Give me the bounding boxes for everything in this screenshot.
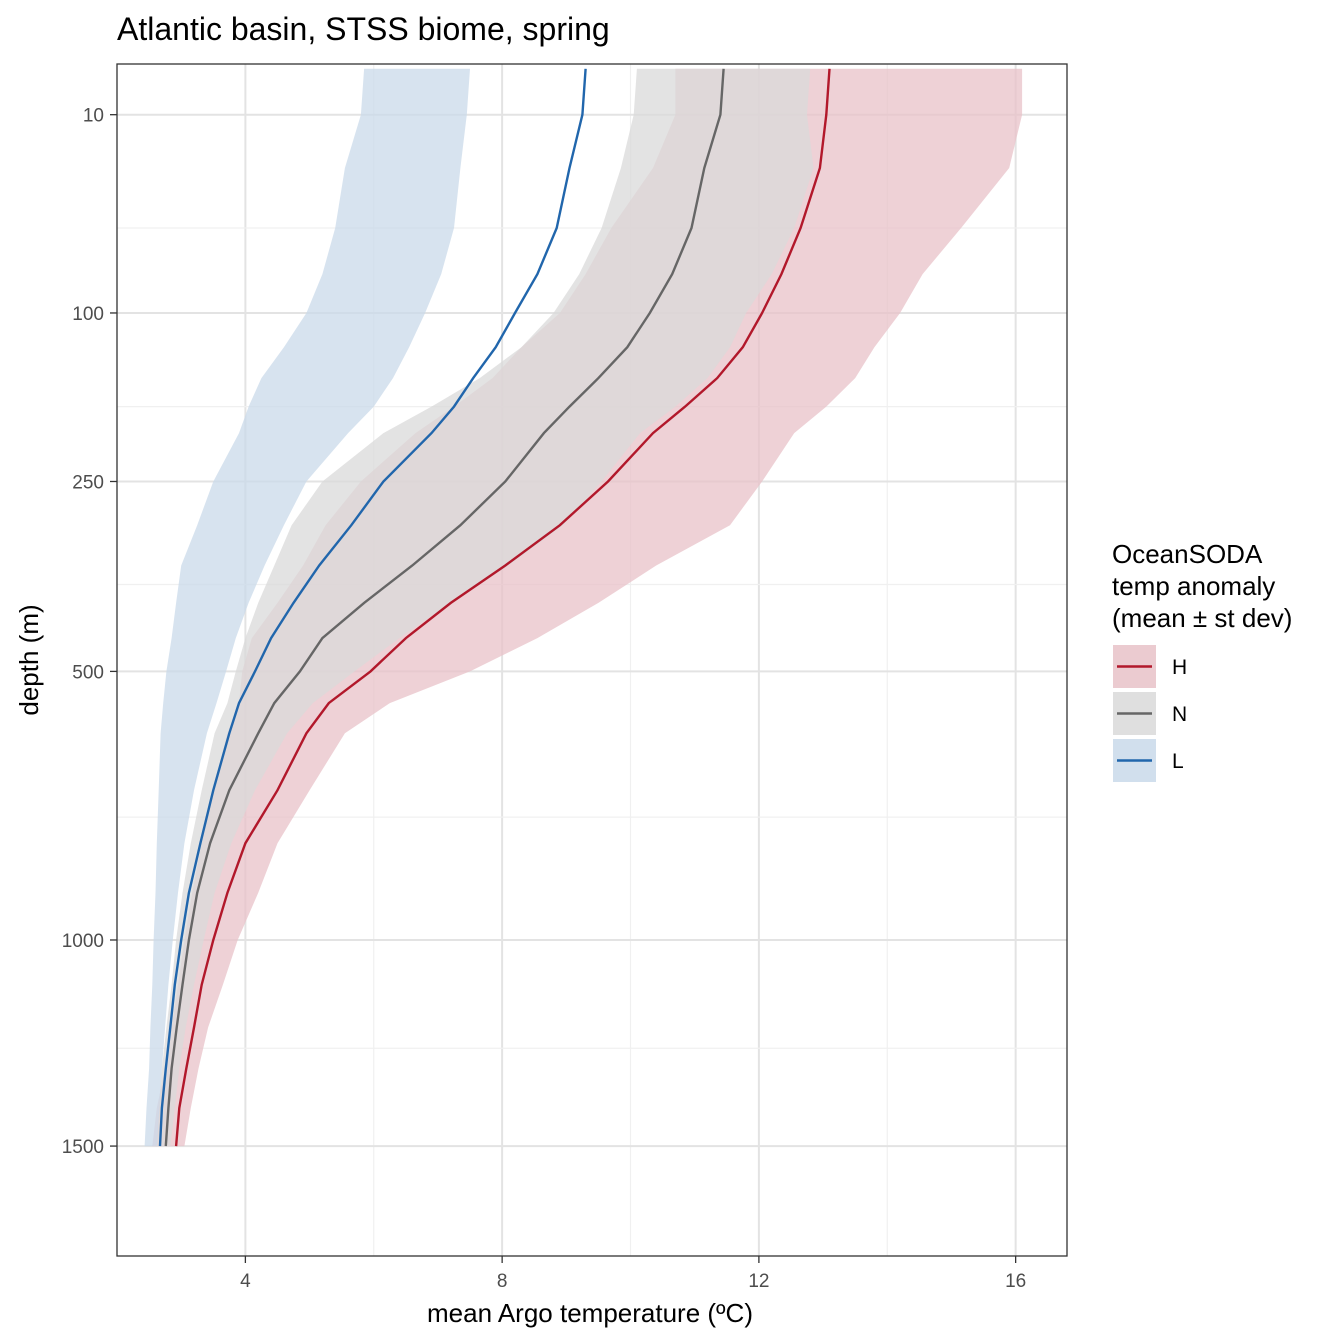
ribbon-L bbox=[144, 68, 470, 1147]
mean-line-N bbox=[164, 68, 725, 1147]
x-tick-label: 12 bbox=[748, 1271, 769, 1292]
mean-line-L bbox=[158, 68, 587, 1147]
ribbon-H bbox=[152, 68, 1023, 1147]
panel-border bbox=[116, 63, 1068, 1257]
x-tick-label: 8 bbox=[497, 1271, 508, 1292]
legend-label-L: L bbox=[1172, 750, 1184, 773]
y-tick-label: 1000 bbox=[62, 931, 104, 952]
x-tick-label: 4 bbox=[240, 1271, 251, 1292]
chart-title: Atlantic basin, STSS biome, spring bbox=[117, 11, 610, 47]
y-tick-label: 250 bbox=[72, 472, 104, 493]
legend-title-line-1: OceanSODA bbox=[1112, 539, 1263, 569]
legend-title-line-2: temp anomaly bbox=[1112, 571, 1275, 601]
y-tick-label: 500 bbox=[72, 662, 104, 683]
y-tick-label: 100 bbox=[72, 304, 104, 325]
x-axis-title: mean Argo temperature (ºC) bbox=[427, 1298, 753, 1328]
mean-lines bbox=[158, 68, 831, 1147]
ribbon-N bbox=[156, 68, 814, 1147]
y-tick-label: 1500 bbox=[62, 1137, 104, 1158]
ribbons bbox=[144, 68, 1023, 1147]
legend-label-N: N bbox=[1172, 703, 1187, 726]
x-tick-label: 16 bbox=[1005, 1271, 1026, 1292]
legend-label-H: H bbox=[1172, 656, 1187, 679]
y-axis-ticks: 10 100 250 500 1000 1500 bbox=[62, 106, 117, 1158]
legend-title-line-3: (mean ± st dev) bbox=[1112, 603, 1292, 633]
mean-line-H bbox=[174, 68, 831, 1147]
x-axis-ticks: 4 8 12 16 bbox=[240, 1256, 1026, 1292]
y-axis-title: depth (m) bbox=[14, 604, 44, 715]
y-tick-label: 10 bbox=[83, 106, 104, 127]
legend: OceanSODA temp anomaly (mean ± st dev) H… bbox=[1112, 539, 1292, 782]
